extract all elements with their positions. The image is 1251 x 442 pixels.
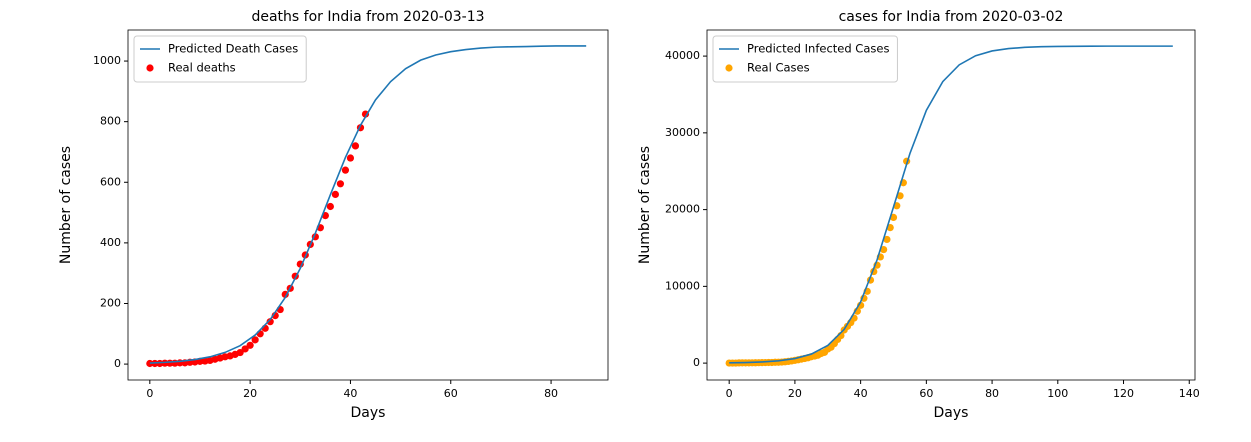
x-axis-label: Days bbox=[351, 405, 386, 421]
point bbox=[331, 190, 339, 198]
x-tick-label: 40 bbox=[854, 387, 868, 400]
y-tick-label: 20000 bbox=[665, 203, 700, 216]
legend-label: Predicted Infected Cases bbox=[747, 42, 889, 56]
x-tick-label: 100 bbox=[1047, 387, 1068, 400]
point bbox=[266, 318, 274, 326]
point bbox=[889, 213, 898, 221]
line bbox=[149, 45, 587, 364]
x-axis-label: Days bbox=[934, 405, 969, 421]
point bbox=[336, 180, 345, 188]
point bbox=[351, 142, 360, 150]
point bbox=[251, 336, 259, 344]
plot-area bbox=[127, 29, 609, 381]
point bbox=[236, 348, 244, 357]
chart-title: cases for India from 2020-03-02 bbox=[839, 9, 1064, 25]
legend-box bbox=[712, 35, 898, 83]
y-axis-label: Number of cases bbox=[637, 146, 653, 264]
y-tick-label: 1000 bbox=[93, 54, 121, 67]
y-tick-label: 0 bbox=[693, 356, 700, 369]
legend-swatch bbox=[725, 64, 733, 72]
x-tick-label: 60 bbox=[444, 387, 458, 400]
y-tick-label: 10000 bbox=[665, 279, 700, 292]
y-tick-label: 40000 bbox=[665, 49, 700, 62]
legend-label: Predicted Death Cases bbox=[168, 42, 298, 56]
point bbox=[161, 359, 169, 367]
y-tick-label: 0 bbox=[114, 357, 121, 370]
x-tick-label: 0 bbox=[726, 387, 733, 400]
chart: 0 20 40 60 80 100 120 140 0 10000 20000 30000 40000 c… bbox=[637, 9, 1200, 421]
legend-label: Real Cases bbox=[747, 61, 810, 75]
line bbox=[729, 45, 1173, 364]
legend-label: Real deaths bbox=[168, 61, 236, 75]
x-tick-label: 40 bbox=[343, 387, 357, 400]
y-tick-label: 800 bbox=[100, 115, 121, 128]
x-tick-label: 0 bbox=[146, 387, 153, 400]
legend-box bbox=[133, 35, 307, 83]
y-axis-label: Number of cases bbox=[58, 146, 74, 264]
point bbox=[241, 345, 249, 353]
x-tick-label: 120 bbox=[1113, 387, 1134, 400]
point bbox=[883, 235, 891, 244]
x-tick-label: 20 bbox=[788, 387, 802, 400]
x-tick-label: 60 bbox=[919, 387, 933, 400]
legend-swatch bbox=[146, 64, 154, 72]
x-tick-label: 140 bbox=[1179, 387, 1200, 400]
y-tick-label: 400 bbox=[100, 236, 121, 249]
legend: Predicted Infected Cases Real Cases bbox=[712, 35, 898, 83]
point bbox=[341, 166, 350, 174]
point bbox=[326, 202, 334, 211]
y-tick-label: 30000 bbox=[665, 126, 700, 139]
x-tick-label: 20 bbox=[243, 387, 257, 400]
y-tick-label: 600 bbox=[100, 175, 121, 188]
legend: Predicted Death Cases Real deaths bbox=[133, 35, 307, 83]
chart-title: deaths for India from 2020-03-13 bbox=[251, 9, 484, 25]
point bbox=[880, 245, 888, 254]
point bbox=[346, 154, 355, 162]
point bbox=[246, 341, 254, 349]
point bbox=[146, 359, 154, 368]
point bbox=[256, 330, 264, 338]
y-tick-label: 200 bbox=[100, 296, 121, 309]
x-tick-label: 80 bbox=[985, 387, 999, 400]
x-tick-label: 80 bbox=[544, 387, 558, 400]
plot-area bbox=[706, 29, 1196, 381]
